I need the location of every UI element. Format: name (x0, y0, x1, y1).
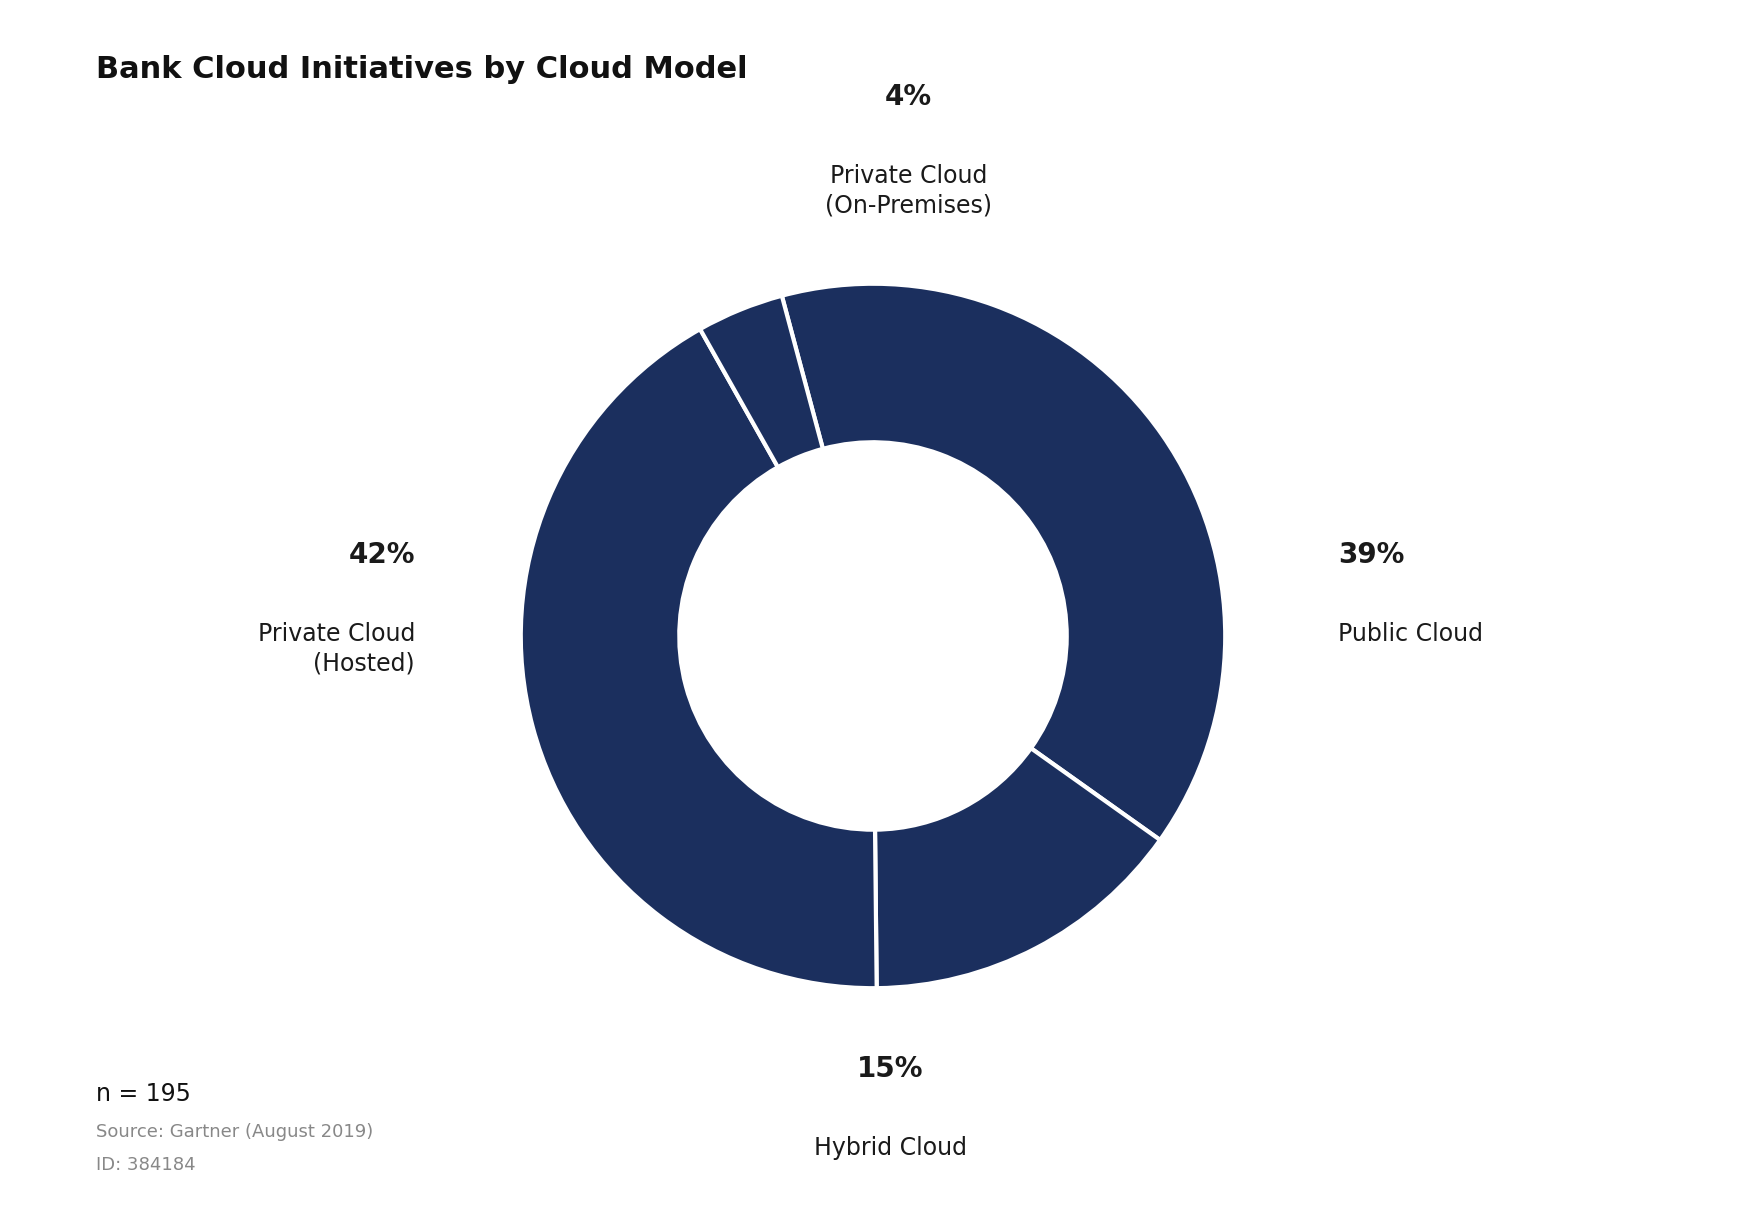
Text: ID: 384184: ID: 384184 (96, 1156, 196, 1174)
Wedge shape (875, 748, 1159, 988)
Text: Private Cloud
(Hosted): Private Cloud (Hosted) (258, 621, 416, 675)
Text: n = 195: n = 195 (96, 1082, 190, 1107)
Text: 42%: 42% (349, 541, 416, 569)
Text: 4%: 4% (885, 83, 932, 111)
Wedge shape (700, 296, 822, 467)
Text: 15%: 15% (857, 1055, 924, 1084)
Text: Bank Cloud Initiatives by Cloud Model: Bank Cloud Initiatives by Cloud Model (96, 55, 747, 84)
Text: Public Cloud: Public Cloud (1337, 621, 1482, 646)
Wedge shape (520, 329, 876, 988)
Wedge shape (782, 284, 1226, 840)
Text: Private Cloud
(On-Premises): Private Cloud (On-Premises) (824, 164, 992, 218)
Text: 39%: 39% (1337, 541, 1404, 569)
Text: Source: Gartner (August 2019): Source: Gartner (August 2019) (96, 1123, 374, 1141)
Text: Hybrid Cloud: Hybrid Cloud (814, 1136, 967, 1161)
